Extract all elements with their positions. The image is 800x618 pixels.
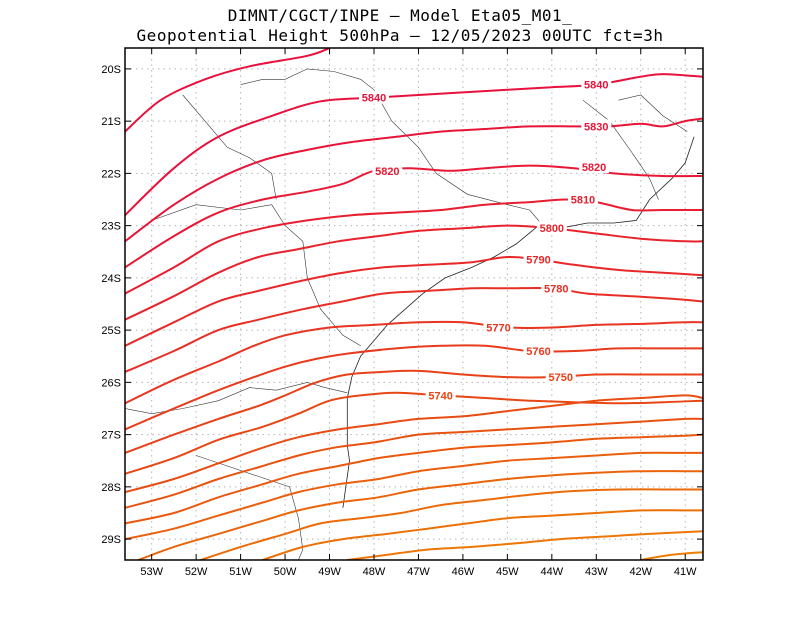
y-tick-label: 26S	[101, 377, 121, 389]
plot-frame	[124, 47, 704, 561]
contour-label-5840: 5840	[362, 93, 386, 105]
contour-5710	[125, 433, 703, 525]
y-tick-label: 28S	[101, 482, 121, 494]
x-tick-label: 45W	[496, 566, 519, 578]
contour-label-bg	[372, 163, 403, 177]
contour-label-5780: 5780	[544, 283, 568, 295]
contour-5700	[125, 451, 703, 541]
contour-label-5800: 5800	[540, 223, 564, 235]
chart-title-line-2: Geopotential Height 500hPa – 12/05/2023 …	[136, 26, 664, 45]
state-border	[196, 455, 304, 560]
contour-5720	[125, 417, 703, 509]
y-tick-label: 29S	[101, 534, 121, 546]
y-tick-label: 24S	[101, 273, 121, 285]
contour-5800	[125, 224, 703, 321]
contour-label-5830: 5830	[584, 121, 608, 133]
contour-label-bg	[545, 370, 576, 384]
x-tick-label: 42W	[629, 566, 652, 578]
coastline	[342, 136, 695, 508]
contour-5790	[125, 255, 703, 347]
x-tick-label: 46W	[452, 566, 475, 578]
contour-label-bg	[579, 160, 610, 174]
x-tick-label: 47W	[407, 566, 430, 578]
contour-label-bg	[358, 90, 389, 104]
contour-label-5790: 5790	[526, 255, 550, 267]
y-tick-label: 21S	[101, 116, 121, 128]
contour-5830	[125, 117, 703, 243]
y-tick-label: 23S	[101, 221, 121, 233]
state-border	[582, 99, 659, 200]
contour-label-bg	[581, 119, 612, 133]
contour-5750	[125, 369, 703, 454]
x-tick-label: 51W	[229, 566, 252, 578]
y-tick-label: 25S	[101, 325, 121, 337]
contour-5680	[199, 488, 703, 560]
x-tick-label: 53W	[140, 566, 163, 578]
contour-5690	[137, 470, 703, 560]
x-tick-label: 43W	[585, 566, 608, 578]
contour-5650	[639, 551, 703, 560]
contour-label-5820: 5820	[375, 166, 399, 178]
contour-5660	[346, 530, 703, 560]
contour-label-5740: 5740	[428, 390, 452, 402]
state-border	[182, 94, 277, 200]
state-border	[240, 68, 375, 91]
y-tick-label: 27S	[101, 430, 121, 442]
contour-5760	[125, 344, 703, 431]
contour-5840	[125, 48, 331, 133]
contour-5820	[125, 164, 703, 269]
contour-label-bg	[536, 221, 567, 235]
contour-label-5770: 5770	[486, 323, 510, 335]
contour-5740	[125, 391, 703, 475]
state-border	[271, 204, 361, 347]
y-tick-label: 22S	[101, 168, 121, 180]
x-axis-ticks: 53W 52W 51W 50W 49W 48W 47W 46W 45W 44W 43W 42W 41W	[140, 48, 697, 578]
contour-label-bg	[541, 281, 572, 295]
x-tick-label: 44W	[541, 566, 564, 578]
contour-label-5760: 5760	[526, 346, 550, 358]
y-tick-label: 20S	[101, 64, 121, 76]
contour-label-bg	[483, 320, 514, 334]
x-tick-label: 41W	[674, 566, 697, 578]
contour-label-5750: 5750	[548, 372, 572, 384]
contour-label-5840: 5840	[584, 80, 608, 92]
map-outlines	[125, 68, 695, 560]
contour-label-5820: 5820	[582, 162, 606, 174]
contour-5670	[261, 509, 703, 560]
contour-label-bg	[425, 388, 456, 402]
contour-label-bg	[523, 252, 554, 266]
contour-label-bg	[581, 77, 612, 91]
chart-title-line-1: DIMNT/CGCT/INPE – Model Eta05_M01_	[227, 6, 573, 25]
y-axis-ticks: 20S 21S 22S 23S 24S 25S 26S 27S 28S 29S	[101, 64, 703, 546]
contour-label-5810: 5810	[571, 195, 595, 207]
contour-5810	[125, 198, 703, 295]
contour-5840	[125, 73, 703, 217]
contour-label-bg	[567, 192, 598, 206]
contour-lines	[125, 48, 703, 560]
x-tick-label: 49W	[318, 566, 341, 578]
x-tick-label: 52W	[185, 566, 208, 578]
contour-5780	[125, 286, 703, 373]
state-border	[125, 382, 348, 415]
contour-5770	[125, 320, 703, 405]
contour-labels: 5840 5840 5830 5820 5820 5810 5800 5790 5780 5770…	[358, 77, 612, 402]
contour-5730	[125, 394, 703, 494]
x-tick-label: 48W	[363, 566, 386, 578]
state-border	[151, 204, 272, 221]
state-border	[373, 89, 544, 226]
x-tick-label: 50W	[274, 566, 297, 578]
contour-label-bg	[523, 344, 554, 358]
